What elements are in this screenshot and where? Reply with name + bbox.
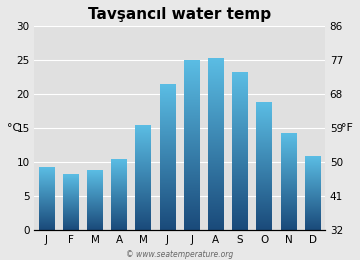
Text: © www.seatemperature.org: © www.seatemperature.org xyxy=(126,250,234,259)
Y-axis label: °C: °C xyxy=(7,123,20,133)
Y-axis label: °F: °F xyxy=(341,123,353,133)
Title: Tavşancıl water temp: Tavşancıl water temp xyxy=(88,7,271,22)
